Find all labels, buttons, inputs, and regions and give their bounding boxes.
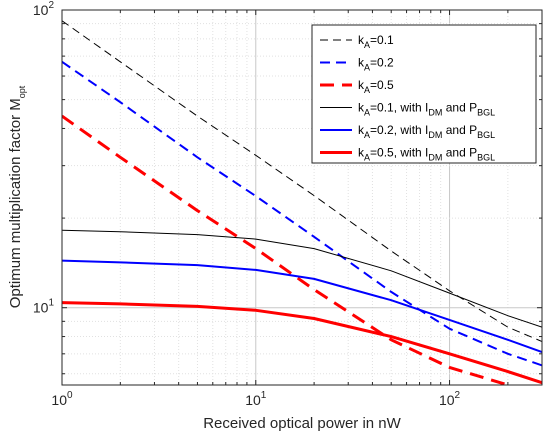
legend-label-subscript: DM xyxy=(428,153,442,163)
legend-label-part: and P xyxy=(442,123,477,137)
legend-label-part: k xyxy=(358,78,365,92)
y-tick-label: 102 xyxy=(33,0,55,18)
y-axis-label-sub: opt xyxy=(17,85,27,98)
x-tick-label-exp: 0 xyxy=(67,390,73,401)
legend-label-part: =0.1 xyxy=(370,33,394,47)
legend-label-part: k xyxy=(358,146,365,160)
x-tick-label-base: 10 xyxy=(51,392,67,408)
series-line-kA02 xyxy=(62,60,542,367)
legend-label-part: =0.1, with I xyxy=(370,101,428,115)
ticks xyxy=(61,9,543,385)
legend-label-subscript: BGL xyxy=(477,153,495,163)
legend-label-part: =0.5 xyxy=(370,78,394,92)
plot-frame xyxy=(61,9,543,386)
x-axis-label: Received optical power in nW xyxy=(203,415,401,432)
legend-label-subscript: BGL xyxy=(477,130,495,140)
x-tick-label: 101 xyxy=(245,390,267,408)
legend-label-kA02full: kA=0.2, with IDM and PBGL xyxy=(358,123,495,140)
x-tick-label: 100 xyxy=(51,390,73,408)
legend-label-part: k xyxy=(358,33,365,47)
legend-label-kA05: kA=0.5 xyxy=(358,78,394,95)
legend-label-subscript: A xyxy=(364,153,370,163)
legend-label-kA05full: kA=0.5, with IDM and PBGL xyxy=(358,146,495,163)
legend-label-part: =0.2, with I xyxy=(370,123,428,137)
legend-label-subscript: A xyxy=(364,85,370,95)
legend-label-part: and P xyxy=(442,146,477,160)
series-line-kA01full xyxy=(62,229,542,328)
legend-label-part: k xyxy=(358,123,365,137)
legend-label-part: =0.5, with I xyxy=(370,146,428,160)
legend-label-part: k xyxy=(358,101,365,115)
x-tick-label-exp: 1 xyxy=(261,390,267,401)
y-tick-label: 101 xyxy=(33,298,55,316)
series-line-kA02full xyxy=(62,259,542,353)
y-tick-label-base: 10 xyxy=(33,300,49,316)
series-layer xyxy=(62,20,542,385)
legend-label-subscript: BGL xyxy=(477,108,495,118)
x-tick-label: 102 xyxy=(439,390,461,408)
legend-label-subscript: DM xyxy=(428,108,442,118)
y-axis-label-main: Optimum multiplication factor M xyxy=(7,98,24,308)
legend-label-subscript: A xyxy=(364,130,370,140)
y-tick-label-exp: 2 xyxy=(48,0,54,11)
legend-label-subscript: A xyxy=(364,63,370,73)
legend-label-subscript: A xyxy=(364,40,370,50)
series-line-kA05full xyxy=(62,301,542,385)
y-axis-label: Optimum multiplication factor Mopt xyxy=(7,85,27,308)
legend-box xyxy=(311,24,537,164)
legend-label-subscript: DM xyxy=(428,130,442,140)
x-tick-label-base: 10 xyxy=(245,392,261,408)
legend-label-subscript: A xyxy=(364,108,370,118)
x-tick-label-exp: 2 xyxy=(455,390,461,401)
legend: kA=0.1kA=0.2kA=0.5kA=0.1, with IDM and P… xyxy=(311,24,537,164)
legend-label-kA01full: kA=0.1, with IDM and PBGL xyxy=(358,101,495,118)
legend-label-part: k xyxy=(358,56,365,70)
series-line-kA01 xyxy=(62,20,542,342)
legend-label-kA01: kA=0.1 xyxy=(358,33,394,50)
y-tick-label-base: 10 xyxy=(33,2,49,18)
legend-label-part: =0.2 xyxy=(370,56,394,70)
y-tick-label-exp: 1 xyxy=(48,298,54,309)
x-tick-label-base: 10 xyxy=(439,392,455,408)
legend-label-kA02: kA=0.2 xyxy=(358,56,394,73)
legend-label-part: and P xyxy=(442,101,477,115)
